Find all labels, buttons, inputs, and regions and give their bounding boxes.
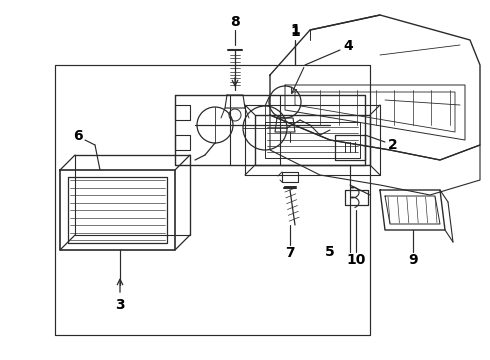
- Text: 7: 7: [285, 246, 295, 260]
- Text: 3: 3: [115, 298, 125, 312]
- Text: 10: 10: [346, 253, 366, 267]
- Text: 8: 8: [230, 15, 240, 29]
- Text: 5: 5: [325, 245, 335, 259]
- Text: 6: 6: [73, 129, 83, 143]
- Text: 1: 1: [290, 23, 300, 37]
- Text: 4: 4: [343, 39, 353, 53]
- Text: 9: 9: [408, 253, 418, 267]
- Text: 2: 2: [388, 138, 398, 152]
- Text: 1: 1: [290, 25, 300, 39]
